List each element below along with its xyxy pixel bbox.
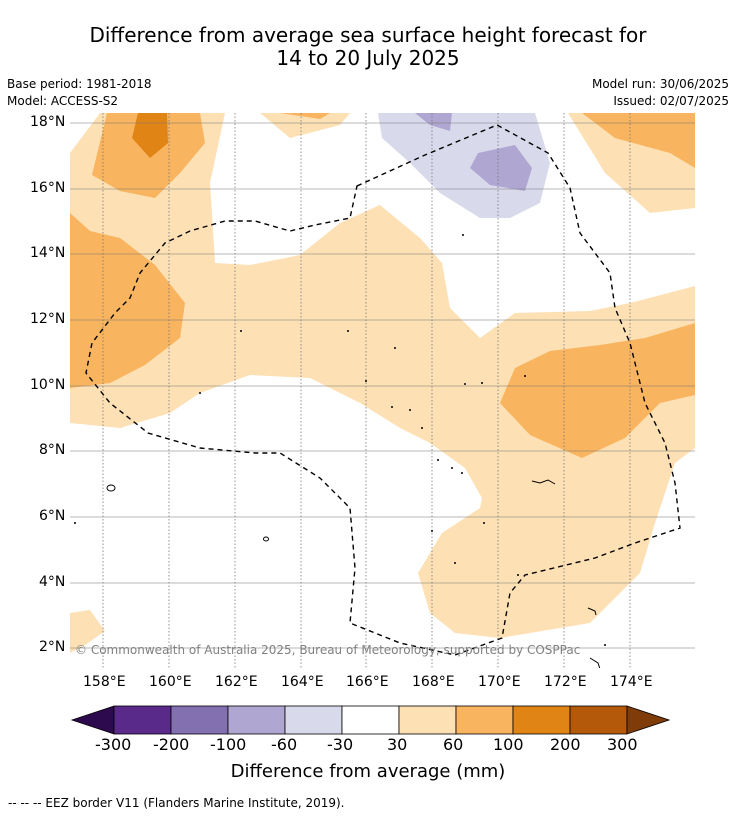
- lat-label-6n: 6°N: [39, 508, 66, 524]
- colorbar-tick-minus60: -60: [271, 735, 298, 754]
- contour-60-100-top: [280, 113, 330, 119]
- lon-label-174e: 174°E: [610, 674, 653, 690]
- model-name: Model: ACCESS-S2: [7, 94, 119, 108]
- contour-100-200: [132, 113, 168, 158]
- colorbar-segment: [398, 705, 457, 735]
- lon-label-168e: 168°E: [412, 674, 455, 690]
- colorbar-segment: [569, 705, 628, 735]
- contour-fills: [70, 113, 695, 653]
- colorbar-tick-minus100: -100: [210, 735, 247, 754]
- map-gridlines-lat: [70, 122, 695, 649]
- lon-label-158e: 158°E: [83, 674, 126, 690]
- contour-60-100-right: [500, 323, 695, 458]
- lon-label-166e: 166°E: [346, 674, 389, 690]
- colorbar-tick-minus300: -300: [95, 735, 132, 754]
- island-outlines: [106, 479, 601, 668]
- colorbar-tick-200: 200: [550, 735, 581, 754]
- lat-label-2n: 2°N: [39, 639, 66, 655]
- colorbar-tick-100: 100: [493, 735, 524, 754]
- lon-label-162e: 162°E: [215, 674, 258, 690]
- colorbar-segment: [341, 705, 400, 735]
- lon-label-170e: 170°E: [478, 674, 521, 690]
- contour-30-60-main: [70, 113, 695, 638]
- contour-60-100-left: [70, 213, 185, 388]
- copyright-notice: © Commonwealth of Australia 2025, Bureau…: [75, 643, 580, 657]
- lat-label-18n: 18°N: [30, 114, 66, 130]
- colorbar-extend-high: [626, 705, 670, 735]
- colorbar-tick-minus30: -30: [327, 735, 354, 754]
- sea-surface-map: © Commonwealth of Australia 2025, Bureau…: [70, 113, 695, 668]
- colorbar-segment: [113, 705, 172, 735]
- colorbar-label: Difference from average (mm): [230, 761, 506, 782]
- colorbar-segment: [512, 705, 571, 735]
- lat-label-4n: 4°N: [39, 574, 66, 590]
- lat-label-14n: 14°N: [30, 245, 66, 261]
- contour-30-60-negative: [378, 113, 550, 218]
- colorbar-tick-300: 300: [607, 735, 638, 754]
- colorbar-extend-low: [70, 705, 115, 735]
- model-run: Model run: 30/06/2025: [591, 77, 729, 91]
- contour-30-60-top: [260, 113, 350, 138]
- lat-label-16n: 16°N: [30, 180, 66, 196]
- contour-60-100-topright: [582, 113, 695, 168]
- colorbar-tick-minus200: -200: [153, 735, 190, 754]
- colorbar-tick-30: 30: [387, 735, 408, 754]
- issued-date: Issued: 02/07/2025: [613, 94, 729, 108]
- colorbar-tick-60: 60: [443, 735, 464, 754]
- map-title-line1: Difference from average sea surface heig…: [89, 23, 647, 47]
- lat-label-8n: 8°N: [39, 442, 66, 458]
- contour-60-100-negative-a: [415, 113, 452, 131]
- colorbar-segment: [170, 705, 229, 735]
- colorbar-segment: [227, 705, 286, 735]
- lat-label-12n: 12°N: [30, 311, 66, 327]
- lon-label-164e: 164°E: [281, 674, 324, 690]
- lat-label-10n: 10°N: [30, 377, 66, 393]
- eez-legend-note: -- -- -- EEZ border V11 (Flanders Marine…: [8, 796, 345, 810]
- lon-label-172e: 172°E: [544, 674, 587, 690]
- contour-60-100-negative-b: [470, 145, 532, 191]
- base-period: Base period: 1981-2018: [7, 77, 152, 91]
- colorbar-segment: [284, 705, 343, 735]
- colorbar-segments: [70, 705, 670, 735]
- colorbar: [70, 705, 670, 735]
- map-title-line2: 14 to 20 July 2025: [276, 46, 460, 70]
- colorbar-segment: [455, 705, 514, 735]
- contour-30-60-small: [70, 610, 105, 653]
- lon-label-160e: 160°E: [149, 674, 192, 690]
- small-islands: [74, 234, 606, 646]
- map-gridlines: [102, 113, 631, 668]
